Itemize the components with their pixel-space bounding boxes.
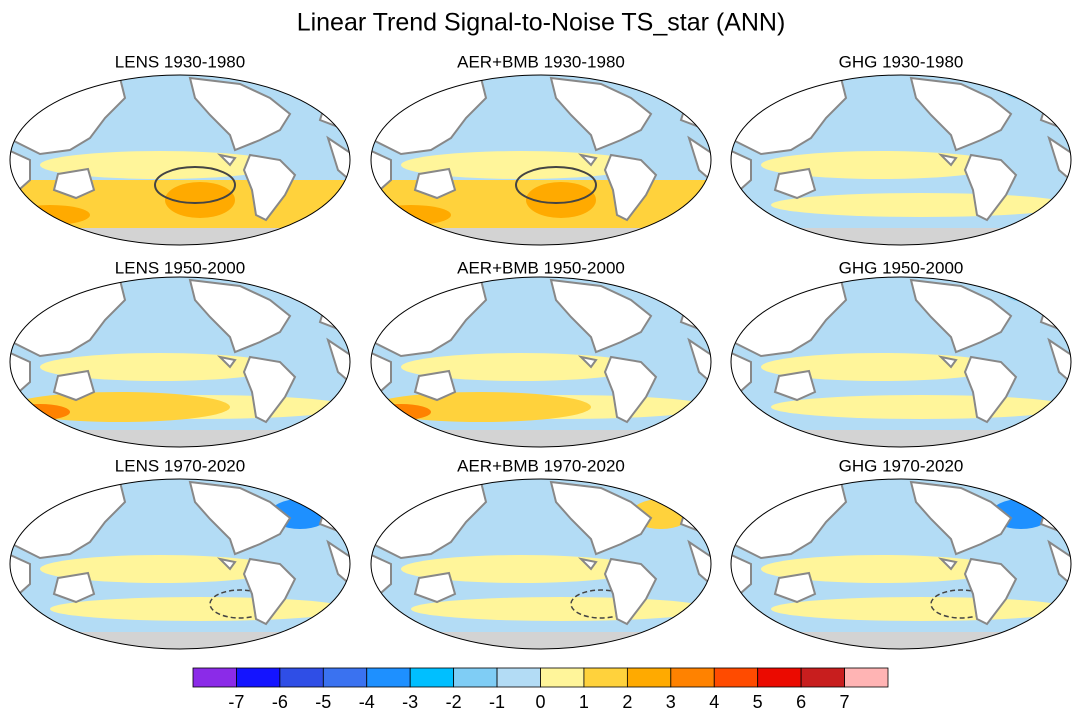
colorbar-box bbox=[366, 667, 411, 688]
colorbar-label: -7 bbox=[228, 692, 244, 712]
warm-band bbox=[401, 151, 641, 179]
colorbar-label: 3 bbox=[666, 692, 676, 712]
map bbox=[9, 478, 351, 650]
panel-title: GHG 1930-1980 bbox=[839, 52, 964, 71]
colorbar-box bbox=[583, 667, 628, 688]
contour bbox=[154, 166, 236, 204]
colorbar-label: 0 bbox=[535, 692, 545, 712]
cool-patch bbox=[1004, 282, 1048, 302]
map bbox=[9, 74, 351, 246]
colorbar-label: 4 bbox=[709, 692, 719, 712]
colorbar-label: -1 bbox=[489, 692, 505, 712]
warm-band bbox=[771, 193, 1071, 217]
map-fields bbox=[10, 75, 350, 245]
warm-band bbox=[401, 353, 641, 381]
map bbox=[730, 478, 1072, 650]
colorbar-box bbox=[800, 667, 845, 688]
panel-title: LENS 1930-1980 bbox=[115, 52, 245, 71]
map-fields bbox=[371, 75, 711, 245]
map bbox=[730, 74, 1072, 246]
colorbar-box bbox=[670, 667, 715, 688]
warm-band bbox=[40, 353, 280, 381]
figure-title: Linear Trend Signal-to-Noise TS_star (AN… bbox=[297, 9, 786, 37]
panel-title: GHG 1970-2020 bbox=[839, 456, 964, 475]
colorbar-box bbox=[844, 667, 889, 688]
map-border bbox=[730, 276, 1072, 448]
colorbar-label: 6 bbox=[796, 692, 806, 712]
panel-title: AER+BMB 1930-1980 bbox=[457, 52, 625, 71]
map-border bbox=[730, 74, 1072, 246]
map bbox=[370, 276, 712, 448]
map-border bbox=[370, 478, 712, 650]
panels: LENS 1930-1980 AER+BMB 1930-1980 GHG 1930-… bbox=[9, 52, 1072, 650]
warm-band bbox=[761, 151, 1001, 179]
map-border bbox=[370, 276, 712, 448]
colorbar-box bbox=[279, 667, 324, 688]
colorbar-label: 2 bbox=[622, 692, 632, 712]
panel-title: LENS 1950-2000 bbox=[115, 258, 245, 277]
colorbar-box bbox=[322, 667, 368, 688]
warm-band bbox=[761, 555, 1001, 583]
panel-title: AER+BMB 1970-2020 bbox=[457, 456, 625, 475]
colorbar-label: -6 bbox=[272, 692, 288, 712]
panel-title: AER+BMB 1950-2000 bbox=[457, 258, 625, 277]
colorbar-label: -3 bbox=[402, 692, 418, 712]
map bbox=[9, 276, 351, 448]
map bbox=[370, 74, 712, 246]
map-border bbox=[730, 478, 1072, 650]
map-border bbox=[9, 74, 351, 246]
colorbar-label: -4 bbox=[359, 692, 375, 712]
map bbox=[730, 276, 1072, 448]
panel-title: GHG 1950-2000 bbox=[839, 258, 964, 277]
colorbar-label: 5 bbox=[753, 692, 763, 712]
contour bbox=[515, 166, 597, 204]
colorbar-box bbox=[453, 667, 498, 688]
colorbar-box bbox=[626, 667, 672, 688]
colorbar-label: -2 bbox=[446, 692, 462, 712]
colorbar-box bbox=[409, 667, 455, 688]
colorbar-box bbox=[192, 667, 237, 688]
colorbar-box bbox=[713, 667, 759, 688]
map-fields bbox=[371, 479, 711, 649]
map-border bbox=[9, 276, 351, 448]
panel-title: LENS 1970-2020 bbox=[115, 456, 245, 475]
warm-band bbox=[50, 597, 350, 621]
warm-band bbox=[40, 151, 280, 179]
colorbar-label: -5 bbox=[315, 692, 331, 712]
warm-core bbox=[371, 404, 431, 420]
map-border bbox=[9, 478, 351, 650]
warm-band bbox=[761, 353, 1001, 381]
map-fields bbox=[371, 277, 711, 447]
warm-band bbox=[401, 555, 641, 583]
map-border bbox=[370, 74, 712, 246]
colorbar-box bbox=[540, 667, 585, 688]
warm-band bbox=[40, 555, 280, 583]
cool-patch bbox=[1004, 80, 1048, 100]
colorbar-box bbox=[496, 667, 541, 688]
map-fields bbox=[10, 479, 350, 649]
warm-core bbox=[165, 182, 235, 218]
colorbar-box bbox=[236, 667, 281, 688]
colorbar: -7 -6 -5 -4 -3 -2 -1 0 1 2 3 4 5 6 7 bbox=[192, 667, 889, 712]
colorbar-label: 1 bbox=[579, 692, 589, 712]
map-fields bbox=[731, 479, 1071, 649]
map bbox=[370, 478, 712, 650]
warm-band bbox=[771, 597, 1071, 621]
colorbar-label: 7 bbox=[840, 692, 850, 712]
map-fields bbox=[731, 75, 1071, 245]
warm-band bbox=[411, 597, 711, 621]
warm-band bbox=[771, 395, 1071, 419]
warm-core bbox=[10, 404, 70, 420]
colorbar-box bbox=[757, 667, 802, 688]
map-fields bbox=[731, 277, 1071, 447]
warm-core bbox=[526, 182, 596, 218]
map-fields bbox=[10, 277, 350, 447]
